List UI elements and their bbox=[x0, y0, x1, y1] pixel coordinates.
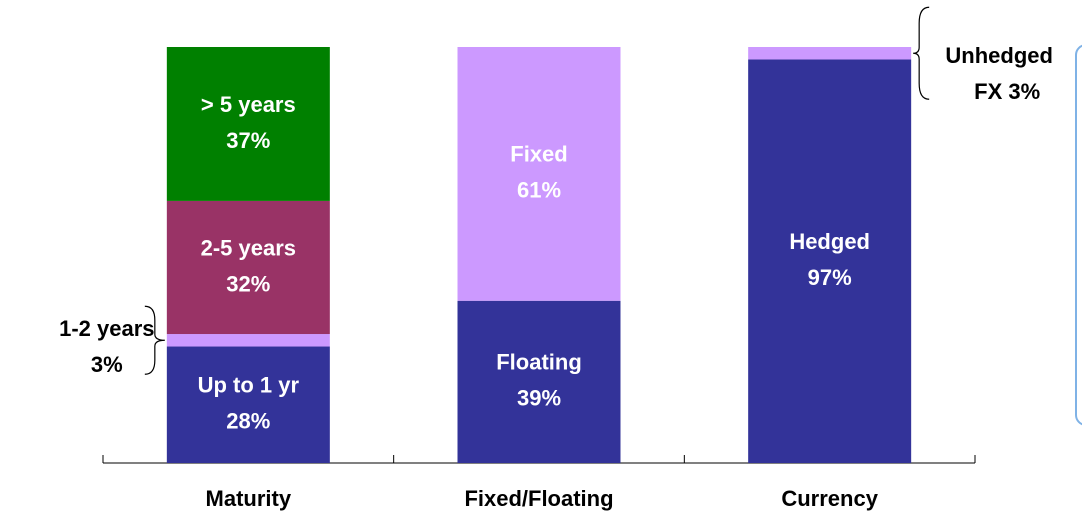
segment-name: Up to 1 yr bbox=[198, 373, 300, 398]
side-panel bbox=[1075, 44, 1082, 426]
segment-value: 61% bbox=[517, 178, 561, 203]
bar-segment bbox=[457, 300, 621, 463]
brace bbox=[144, 305, 165, 375]
category-label: Currency bbox=[781, 486, 878, 511]
brace bbox=[913, 6, 930, 100]
segment-name: Fixed bbox=[510, 142, 567, 167]
segment-value: 28% bbox=[226, 409, 270, 434]
bar-segment bbox=[166, 346, 330, 463]
bar-segment bbox=[166, 200, 330, 335]
segment-name: > 5 years bbox=[201, 92, 296, 117]
category-label: Maturity bbox=[206, 486, 292, 511]
segment-name: 1-2 years bbox=[59, 316, 154, 341]
bar-segment bbox=[748, 47, 912, 60]
segment-value: 97% bbox=[808, 265, 852, 290]
segment-name: Unhedged bbox=[945, 43, 1053, 68]
bar-segment bbox=[748, 59, 912, 463]
segment-name: Hedged bbox=[789, 229, 870, 254]
bar-segment bbox=[457, 47, 621, 301]
segment-name: Floating bbox=[496, 350, 582, 375]
segment-value: 3% bbox=[91, 352, 123, 377]
segment-value: 39% bbox=[517, 386, 561, 411]
bar-segment bbox=[166, 334, 330, 347]
category-label: Fixed/Floating bbox=[464, 486, 613, 511]
segment-value: FX 3% bbox=[974, 79, 1040, 104]
segment-name: 2-5 years bbox=[201, 235, 296, 260]
segment-value: 37% bbox=[226, 128, 270, 153]
segment-value: 32% bbox=[226, 271, 270, 296]
bar-segment bbox=[166, 47, 330, 201]
